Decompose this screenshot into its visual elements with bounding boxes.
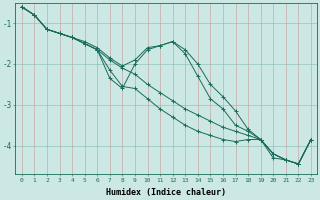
X-axis label: Humidex (Indice chaleur): Humidex (Indice chaleur) [106,188,226,197]
